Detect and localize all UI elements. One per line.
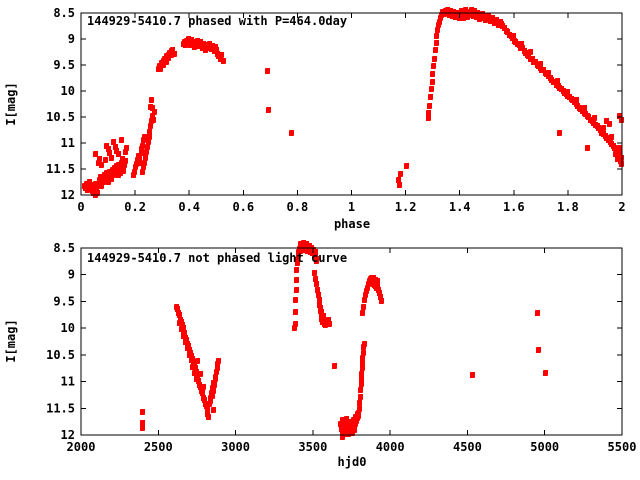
svg-text:11: 11 [61,375,75,389]
svg-text:3500: 3500 [298,440,327,454]
unphased-plot-title: 144929-5410.7 not phased light curve [87,251,348,265]
y-tick-labels: 8.5 9 9.5 10 10.5 11 11.5 12 [46,241,622,442]
svg-text:5500: 5500 [608,440,637,454]
svg-text:12: 12 [61,428,75,442]
svg-text:1.4: 1.4 [449,200,471,214]
svg-text:1: 1 [348,200,355,214]
svg-text:8.5: 8.5 [53,241,75,255]
unphased-plot-panel: 2000 2500 3000 3500 4000 4500 5000 5500 8.5 9 9.5 1… [46,240,636,454]
svg-text:0.8: 0.8 [287,200,309,214]
svg-text:2000: 2000 [67,440,96,454]
plot-border [80,12,623,196]
x-tick-labels: 0 0.2 0.4 0.6 0.8 1 1.2 1.4 1.6 1.8 2 [77,13,626,214]
phased-plot-title: 144929-5410.7 phased with P=464.0day [87,14,348,28]
unphased-plot-x-axis-label: hjd0 [337,455,367,469]
svg-text:4000: 4000 [376,440,405,454]
svg-text:11: 11 [61,136,75,150]
svg-text:11.5: 11.5 [46,162,75,176]
phased-plot-panel: 0 0.2 0.4 0.6 0.8 1 1.2 1.4 1.6 1.8 2 8.5 9 9.5 10 10.5… [46,6,626,214]
svg-text:9.5: 9.5 [53,294,75,308]
svg-text:4500: 4500 [453,440,482,454]
svg-text:0.4: 0.4 [178,200,200,214]
svg-text:2: 2 [618,200,625,214]
svg-text:0: 0 [77,200,84,214]
unphased-plot-y-axis-label: I[mag] [4,319,18,363]
plot-border [80,247,623,436]
svg-text:9: 9 [68,268,75,282]
svg-text:1.8: 1.8 [557,200,579,214]
data-points [82,7,624,198]
svg-text:2500: 2500 [144,440,173,454]
svg-text:12: 12 [61,188,75,202]
data-points [140,240,548,440]
svg-text:10: 10 [61,84,75,98]
svg-text:10.5: 10.5 [46,348,75,362]
svg-text:9: 9 [68,32,75,46]
svg-text:1.2: 1.2 [395,200,417,214]
phased-plot-x-axis-label: phase [333,217,371,231]
svg-text:8.5: 8.5 [53,6,75,20]
svg-text:11.5: 11.5 [46,401,75,415]
y-tick-labels: 8.5 9 9.5 10 10.5 11 11.5 12 [46,6,622,202]
svg-text:3000: 3000 [221,440,250,454]
svg-text:0.6: 0.6 [232,200,254,214]
svg-text:0.2: 0.2 [124,200,146,214]
svg-text:5000: 5000 [530,440,559,454]
svg-text:9.5: 9.5 [53,58,75,72]
svg-text:10: 10 [61,321,75,335]
phased-plot-y-axis-label: I[mag] [4,82,18,126]
svg-text:10.5: 10.5 [46,110,75,124]
x-tick-labels: 2000 2500 3000 3500 4000 4500 5000 5500 [67,248,637,454]
svg-text:1.6: 1.6 [503,200,525,214]
